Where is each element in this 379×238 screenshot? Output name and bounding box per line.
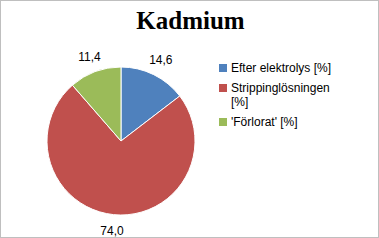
html-text:Efter elektrolys [%]: Efter elektrolys [%] — [231, 61, 331, 75]
html-text:Kadmium: Kadmium — [136, 7, 245, 34]
html-text:Strippinglösningen [%]: Strippinglösningen [%] — [231, 81, 330, 109]
svg-text:11,4: 11,4 — [78, 50, 101, 64]
html-text:'Förlorat' [%]: 'Förlorat' [%] — [231, 115, 298, 129]
svg-text:74,0: 74,0 — [100, 224, 124, 237]
svg-text:14,6: 14,6 — [149, 53, 173, 67]
